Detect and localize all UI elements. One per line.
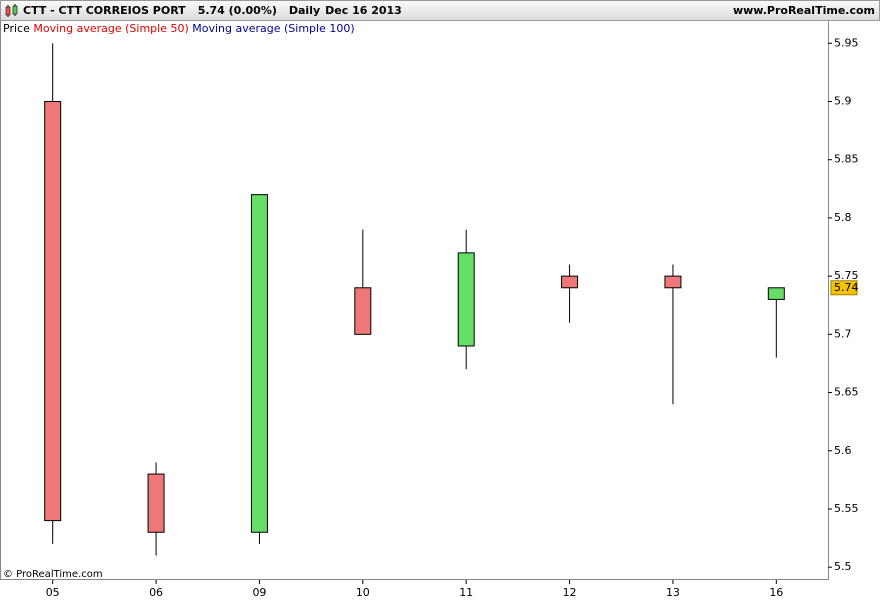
candle-body (44, 100, 62, 522)
legend: Price Moving average (Simple 50) Moving … (3, 22, 355, 35)
last-value-label: 5.74 (834, 281, 859, 294)
legend-ma50: Moving average (Simple 50) (33, 22, 189, 35)
y-tick-label: 5.8 (834, 211, 852, 224)
last-value-box (830, 280, 858, 296)
symbol: CTT - CTT CORREIOS PORT (23, 4, 186, 17)
site: www.ProRealTime.com (732, 4, 875, 17)
x-tick-label: 09 (252, 586, 266, 599)
legend-price: Price (3, 22, 30, 35)
footer: © ProRealTime.com (3, 569, 103, 580)
x-tick-label: 10 (356, 586, 370, 599)
candle-body (354, 287, 372, 335)
y-tick-label: 5.9 (834, 94, 852, 107)
date: Dec 16 2013 (325, 4, 402, 17)
quote: 5.74 (0.00%) (197, 4, 277, 17)
candle-body (767, 287, 785, 300)
y-tick-label: 5.65 (834, 386, 859, 399)
candle-body (664, 275, 682, 289)
y-tick-label: 5.55 (834, 502, 859, 515)
x-tick-label: 13 (666, 586, 680, 599)
x-tick-label: 16 (769, 586, 783, 599)
x-tick-label: 11 (459, 586, 473, 599)
y-tick-label: 5.95 (834, 36, 859, 49)
candle-body (147, 473, 165, 533)
y-tick-label: 5.5 (834, 560, 852, 573)
y-tick-label: 5.7 (834, 327, 852, 340)
x-tick-label: 12 (563, 586, 577, 599)
candle-body (457, 252, 475, 347)
legend-ma100: Moving average (Simple 100) (192, 22, 355, 35)
app-icon (5, 3, 18, 17)
header: CTT - CTT CORREIOS PORT 5.74 (0.00%) Dai… (0, 0, 880, 21)
y-tick-label: 5.85 (834, 153, 859, 166)
y-tick-label: 5.6 (834, 444, 852, 457)
candle-body (250, 194, 268, 533)
y-tick-label: 5.75 (834, 269, 859, 282)
candle-body (561, 275, 579, 289)
plot-frame (0, 20, 829, 580)
x-tick-label: 06 (149, 586, 163, 599)
period: Daily (288, 4, 321, 17)
x-tick-label: 05 (46, 586, 60, 599)
